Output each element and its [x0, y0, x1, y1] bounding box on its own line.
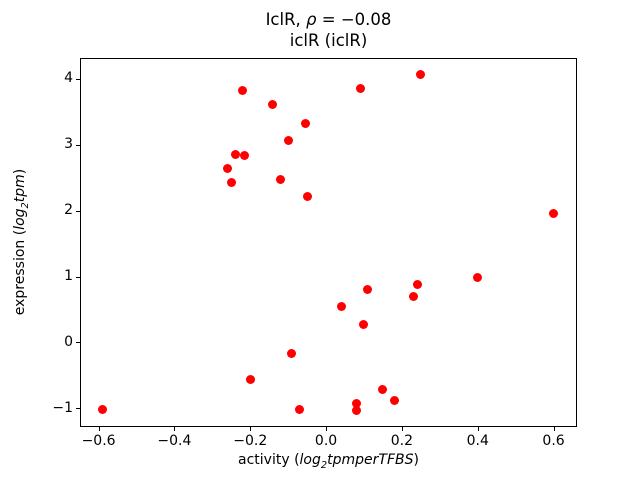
y-tick-mark	[76, 210, 80, 212]
x-tick-mark	[401, 427, 403, 431]
x-tick-label: 0.2	[390, 432, 414, 449]
y-tick-label: −1	[52, 399, 73, 416]
x-tick-mark	[326, 427, 328, 431]
data-point	[222, 164, 232, 173]
data-point	[549, 209, 559, 219]
chart-title: IclR, ρ = −0.08 iclR (iclR)	[80, 10, 577, 51]
data-point	[351, 406, 361, 416]
data-point	[240, 151, 250, 161]
ylabel-text: expression (	[12, 229, 28, 316]
data-point	[336, 302, 346, 312]
ylabel-math-unit: tpm	[12, 174, 28, 203]
data-point	[389, 395, 399, 405]
data-point	[287, 349, 297, 359]
xlabel-close-paren: )	[413, 452, 419, 468]
data-point	[416, 69, 426, 79]
data-point	[268, 100, 278, 110]
y-tick-label: 4	[64, 70, 73, 87]
ylabel-close-paren: )	[12, 168, 28, 175]
data-point	[283, 136, 293, 146]
ylabel-math-subscript: 2	[19, 202, 31, 209]
chart-title-line1: IclR, ρ = −0.08	[80, 10, 577, 31]
x-tick-mark	[250, 427, 252, 431]
x-tick-label: −0.4	[157, 432, 192, 449]
data-point	[245, 375, 255, 385]
x-tick-mark	[98, 427, 100, 431]
plot-area	[80, 57, 577, 427]
y-tick-label: 3	[64, 136, 73, 153]
xlabel-text: activity (	[238, 452, 300, 468]
data-point	[412, 279, 422, 289]
y-tick-label: 1	[64, 268, 73, 285]
data-point	[276, 174, 286, 184]
rho-value: −0.08	[340, 10, 392, 29]
x-tick-mark	[174, 427, 176, 431]
data-point	[302, 191, 312, 201]
y-tick-mark	[76, 78, 80, 80]
y-tick-mark	[76, 342, 80, 344]
rho-symbol: ρ	[306, 10, 317, 29]
xlabel-math-log: log	[299, 452, 321, 468]
data-point	[408, 292, 418, 302]
data-point	[238, 86, 248, 96]
ylabel-math-log: log	[12, 208, 28, 230]
data-point	[226, 177, 236, 187]
data-point	[97, 405, 107, 415]
y-tick-mark	[76, 144, 80, 146]
title-protein-name: IclR,	[265, 10, 307, 29]
data-point	[363, 285, 373, 295]
x-tick-label: −0.6	[81, 432, 116, 449]
y-tick-mark	[76, 276, 80, 278]
xlabel-math-unit: tpmperTFBS	[327, 452, 414, 468]
x-tick-label: −0.2	[233, 432, 268, 449]
y-tick-label: 0	[64, 333, 73, 350]
chart-subtitle: iclR (iclR)	[289, 30, 368, 50]
data-point	[230, 149, 240, 159]
x-tick-label: 0.0	[314, 432, 338, 449]
data-point	[378, 385, 388, 395]
y-tick-mark	[76, 408, 80, 410]
x-tick-mark	[477, 427, 479, 431]
data-point	[359, 320, 369, 330]
title-equals: =	[316, 10, 341, 29]
data-point	[300, 118, 310, 128]
x-axis-label: activity (log2tpmperTFBS)	[80, 452, 577, 471]
y-axis-label: expression (log2tpm)	[12, 168, 31, 316]
data-point	[355, 84, 365, 94]
data-point	[473, 272, 483, 282]
x-tick-label: 0.4	[466, 432, 489, 449]
x-tick-label: 0.6	[542, 432, 565, 449]
x-tick-mark	[553, 427, 555, 431]
xlabel-math-subscript: 2	[320, 459, 328, 471]
data-point	[351, 398, 361, 408]
data-point	[295, 405, 305, 415]
y-tick-label: 2	[64, 202, 73, 219]
